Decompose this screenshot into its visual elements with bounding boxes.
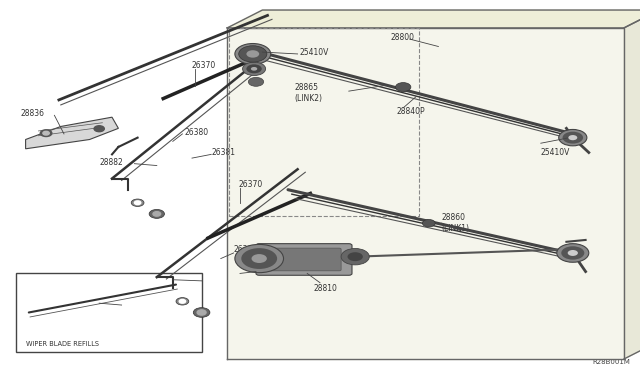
Circle shape <box>252 254 267 263</box>
Text: WIPER BLADE REFILLS: WIPER BLADE REFILLS <box>26 341 99 347</box>
Circle shape <box>239 46 267 62</box>
Text: (LINK2): (LINK2) <box>294 94 323 103</box>
Circle shape <box>235 244 284 273</box>
Circle shape <box>43 131 49 135</box>
Text: 28860: 28860 <box>442 213 466 222</box>
Text: 26381: 26381 <box>256 264 280 273</box>
Circle shape <box>94 126 104 132</box>
Circle shape <box>559 129 587 146</box>
Circle shape <box>153 212 161 216</box>
FancyBboxPatch shape <box>267 248 341 271</box>
Circle shape <box>563 132 583 144</box>
Circle shape <box>197 310 206 315</box>
Circle shape <box>246 50 259 58</box>
Text: 26370: 26370 <box>192 61 216 70</box>
Circle shape <box>422 219 435 227</box>
Polygon shape <box>624 10 640 359</box>
Text: R28B001M: R28B001M <box>593 359 630 365</box>
Polygon shape <box>227 10 640 28</box>
Circle shape <box>243 62 266 76</box>
Polygon shape <box>26 117 118 149</box>
Circle shape <box>179 299 186 303</box>
Circle shape <box>348 252 363 261</box>
Circle shape <box>176 298 189 305</box>
Circle shape <box>568 135 577 140</box>
Circle shape <box>561 246 584 260</box>
Text: 28882: 28882 <box>99 158 123 167</box>
Circle shape <box>248 77 264 86</box>
Text: 28800: 28800 <box>390 33 415 42</box>
Circle shape <box>131 199 144 206</box>
Text: (LINK1): (LINK1) <box>442 224 470 233</box>
Circle shape <box>246 64 262 73</box>
Text: 28810: 28810 <box>314 284 337 293</box>
Circle shape <box>396 83 411 92</box>
FancyBboxPatch shape <box>256 244 352 275</box>
Text: 25410V: 25410V <box>300 48 329 57</box>
Text: 26380: 26380 <box>184 128 209 137</box>
Circle shape <box>241 248 277 269</box>
FancyBboxPatch shape <box>16 273 202 352</box>
Circle shape <box>251 67 257 71</box>
Circle shape <box>149 209 164 218</box>
Text: 26373M: 26373M <box>123 301 154 310</box>
Circle shape <box>341 248 369 265</box>
Circle shape <box>193 308 210 317</box>
Circle shape <box>40 130 52 137</box>
Circle shape <box>557 244 589 262</box>
Text: 28882: 28882 <box>134 275 158 283</box>
Circle shape <box>235 44 271 64</box>
Text: 28836: 28836 <box>20 109 45 118</box>
Text: 26370: 26370 <box>238 180 262 189</box>
Text: 25410V: 25410V <box>541 148 570 157</box>
Text: 26380: 26380 <box>234 246 258 254</box>
Text: 28840P: 28840P <box>397 107 426 116</box>
Circle shape <box>568 250 578 256</box>
Text: 28865: 28865 <box>294 83 319 92</box>
Text: 26381: 26381 <box>211 148 236 157</box>
Circle shape <box>134 201 141 205</box>
Polygon shape <box>227 28 624 359</box>
